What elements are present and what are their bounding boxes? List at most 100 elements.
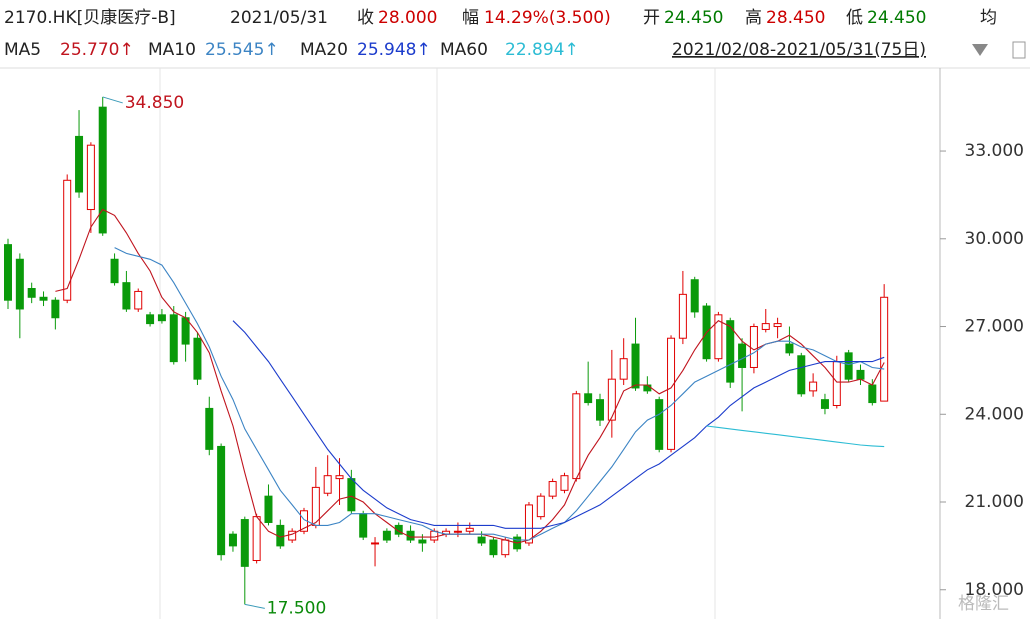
change-value: 14.29%(3.500) (484, 8, 611, 28)
candle-body (146, 314, 155, 325)
high-value: 28.450 (766, 8, 825, 28)
close-value: 28.000 (378, 8, 437, 28)
legend-name: MA60 (440, 40, 488, 60)
candle-body (678, 293, 687, 339)
close-label: 收 (357, 8, 374, 28)
ma-line (232, 320, 885, 529)
candle-body (761, 323, 770, 330)
ma-line (706, 425, 885, 448)
candle-body (690, 279, 699, 313)
legend-value: 22.894↑ (505, 40, 579, 60)
candle-body (667, 337, 676, 450)
candle-body (98, 106, 107, 234)
menu-icon[interactable] (1012, 41, 1026, 59)
candle-body (418, 539, 427, 544)
y-tick-label: 24.000 (965, 404, 1024, 424)
candle-body (809, 381, 818, 392)
candle-body (631, 343, 640, 389)
candle-body (785, 343, 794, 354)
low-value: 24.450 (867, 8, 926, 28)
y-tick-label: 33.000 (965, 141, 1024, 161)
candle-body (738, 343, 747, 368)
candle-body (240, 519, 249, 567)
y-tick-label: 30.000 (965, 229, 1024, 249)
candle-body (773, 323, 782, 328)
annotation-label: 34.850 (125, 93, 184, 113)
legend-name: MA20 (300, 40, 348, 60)
y-tick-label: 21.000 (965, 492, 1024, 512)
annotation-pointer (244, 603, 265, 609)
candle-body (359, 513, 368, 538)
legend-name: MA5 (4, 40, 41, 60)
date-range[interactable]: 2021/02/08-2021/05/31(75日) (672, 40, 926, 60)
candle-body (832, 361, 841, 406)
candle-body (193, 337, 202, 380)
annotation-pointer (102, 96, 123, 104)
candle-body (75, 135, 84, 193)
candle-body (868, 384, 877, 404)
y-tick-label: 27.000 (965, 317, 1024, 337)
ma-line (114, 247, 885, 541)
candle-body (643, 384, 652, 392)
candle-body (465, 527, 474, 532)
candle-body (169, 314, 178, 363)
candle-body (86, 144, 95, 211)
candle-body (110, 258, 119, 284)
candle-body (560, 475, 569, 491)
candle-body (619, 358, 628, 380)
candle-body (4, 244, 12, 301)
annotation-label: 17.500 (267, 598, 326, 618)
symbol: 2170.HK[贝康医疗-B] (4, 8, 176, 28)
legend-name: MA10 (148, 40, 196, 60)
candle-body (122, 282, 131, 310)
candle-body (820, 399, 829, 409)
candle-body (880, 296, 889, 402)
open-value: 24.450 (664, 8, 723, 28)
date: 2021/05/31 (230, 8, 328, 28)
candle-body (51, 299, 60, 319)
candle-body (228, 533, 237, 547)
candle-body (536, 495, 545, 518)
candle-body (217, 445, 226, 556)
candle-body (134, 290, 143, 310)
candle-body (524, 504, 533, 544)
watermark: 格隆汇 (958, 594, 1009, 614)
dropdown-icon[interactable] (972, 44, 988, 56)
candle-body (856, 369, 865, 380)
candle-body (749, 326, 758, 368)
y-tick-label: 18.000 (965, 580, 1024, 600)
legend-value: 25.770↑ (60, 40, 134, 60)
candle-body (797, 355, 806, 395)
candle-body (39, 296, 48, 301)
candle-body (477, 536, 486, 544)
candle-body (288, 530, 297, 541)
open-label: 开 (643, 8, 660, 28)
candle-body (205, 407, 214, 450)
candle-body (572, 393, 581, 480)
candle-body (501, 539, 510, 556)
candle-body (430, 530, 439, 541)
candle-body (548, 481, 557, 497)
candle-body (844, 352, 853, 380)
candle-body (63, 179, 72, 301)
legend-value: 25.948↑ (357, 40, 431, 60)
candle-body (584, 393, 593, 404)
candle-body (655, 399, 664, 450)
candle-body (489, 539, 498, 556)
header: 2170.HK[贝康医疗-B] 2021/05/31 收 28.000 幅 14… (4, 8, 1026, 60)
avg-label: 均 (980, 8, 997, 28)
candle-body (335, 475, 344, 480)
candle-body (157, 314, 166, 322)
candle-body (15, 258, 24, 310)
candle-body (382, 530, 391, 541)
legend-value: 25.545↑ (205, 40, 279, 60)
candle-body (726, 320, 735, 383)
candle-body (252, 516, 261, 562)
candle-body (27, 288, 36, 298)
candle-body (607, 378, 616, 421)
candle-body (714, 314, 723, 360)
candle-body (323, 475, 332, 494)
high-label: 高 (745, 8, 762, 28)
candle-body (264, 495, 273, 523)
